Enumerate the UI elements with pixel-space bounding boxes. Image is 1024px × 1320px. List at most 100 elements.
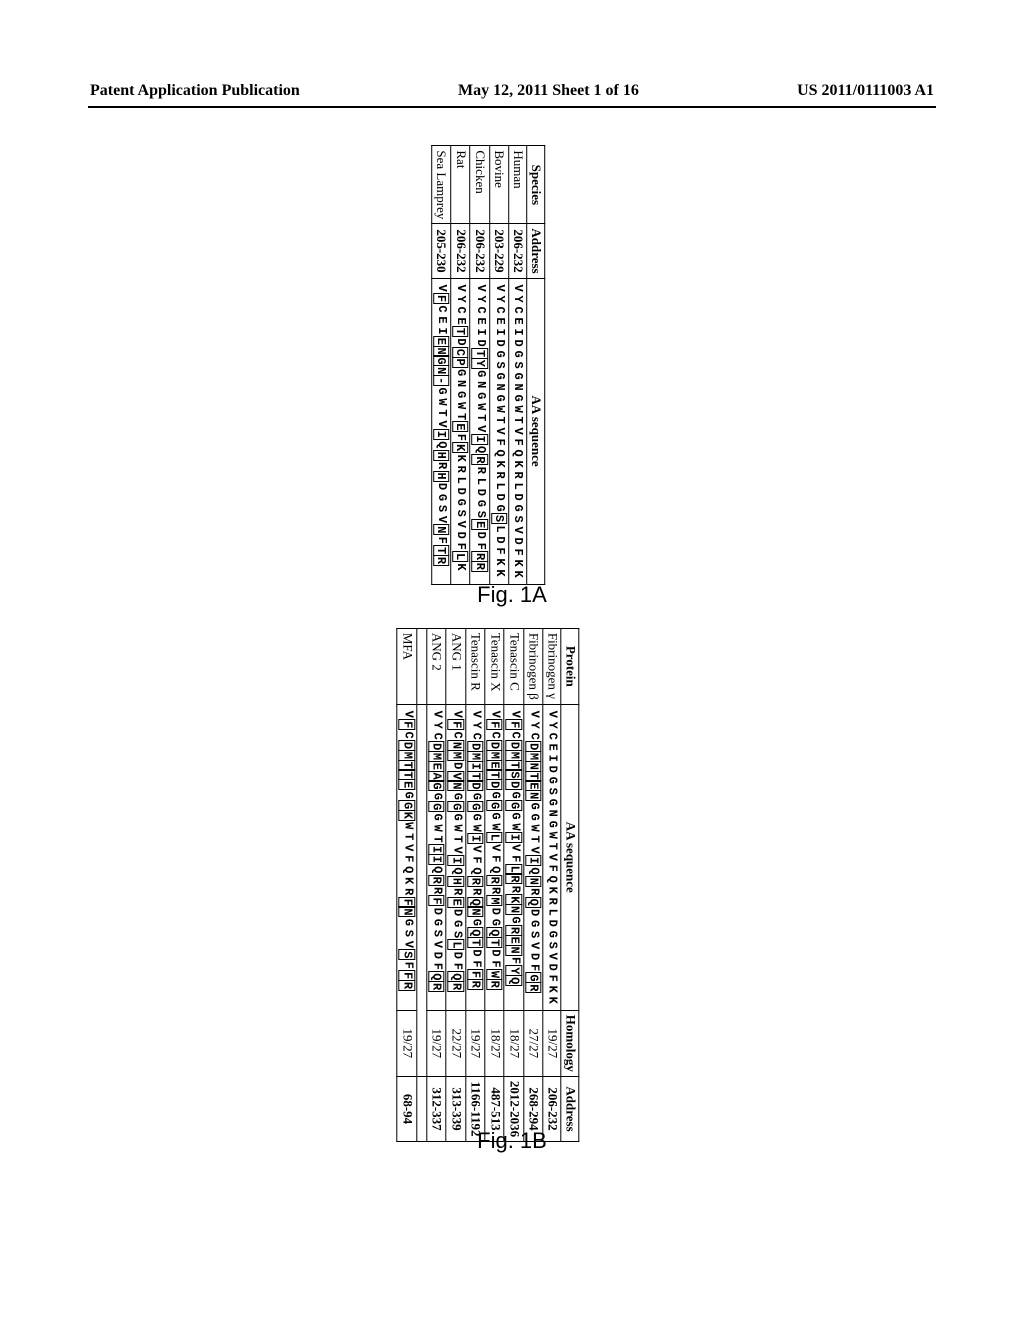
sequence-cell: VYCETDCPGNGWTEFKKRLDGSVDFLK bbox=[451, 278, 470, 584]
aa-residue: V bbox=[428, 939, 444, 950]
aa-residue: S bbox=[433, 503, 449, 514]
aa-residue: D bbox=[433, 481, 449, 492]
col-species: Species bbox=[527, 146, 545, 224]
aa-residue: G bbox=[486, 810, 502, 821]
figure-1a-rotated: Species Address AA sequence Human206-232… bbox=[431, 160, 545, 570]
header-rule bbox=[88, 106, 936, 108]
sequence-cell: VYCDMITDGGGWIVFQRRQNGQTDFFR bbox=[465, 704, 484, 1010]
aa-residue: G bbox=[472, 368, 488, 379]
aa-residue: G bbox=[486, 790, 502, 801]
aa-residue: C bbox=[452, 305, 468, 316]
aa-residue: F bbox=[472, 541, 488, 552]
aa-residue: G bbox=[506, 790, 522, 801]
aa-residue: Q bbox=[491, 448, 507, 459]
aa-residue: I bbox=[472, 434, 488, 445]
aa-residue: D bbox=[452, 486, 468, 497]
aa-sequence: VFCDMTTEGGKWTVFQKRFNGSVSFFR bbox=[399, 709, 415, 1006]
aa-residue: W bbox=[447, 823, 463, 834]
aa-residue: R bbox=[486, 885, 502, 896]
aa-residue: G bbox=[506, 915, 522, 926]
header-right: US 2011/0111003 A1 bbox=[797, 82, 934, 100]
aa-residue: K bbox=[545, 984, 559, 995]
aa-residue: R bbox=[525, 886, 541, 897]
aa-residue: R bbox=[467, 886, 483, 897]
aa-residue: T bbox=[525, 834, 541, 845]
aa-residue: V bbox=[467, 709, 483, 720]
aa-residue: C bbox=[491, 305, 507, 316]
aa-residue: E bbox=[399, 779, 415, 790]
aa-residue: N bbox=[467, 906, 483, 917]
aa-residue: R bbox=[433, 555, 449, 566]
aa-residue: G bbox=[428, 791, 444, 802]
table-row: Tenascin CVFCDMTSDGGGWIVFLRRKNGRENFYQ18/… bbox=[504, 628, 523, 1141]
aa-residue: V bbox=[545, 852, 559, 863]
aa-residue: Q bbox=[525, 865, 541, 876]
aa-residue: F bbox=[491, 437, 507, 448]
table-row: Bovine203-229VYCEIDGSGNGWTVFQKRLDGSLDFKK bbox=[489, 146, 508, 584]
aa-residue: F bbox=[506, 719, 522, 730]
aa-residue: F bbox=[491, 545, 507, 556]
spacer-cell bbox=[417, 1010, 427, 1076]
aa-residue: G bbox=[525, 801, 541, 812]
aa-sequence: VYCDMNTENGGWTVIQNRQDGSVDFGR bbox=[525, 709, 541, 1006]
aa-residue: C bbox=[433, 303, 449, 314]
aa-residue: N bbox=[491, 382, 507, 393]
aa-residue: D bbox=[506, 779, 522, 790]
aa-residue: V bbox=[452, 519, 468, 530]
aa-sequence: VYCEIDGSGNGWTVFQKRLDGSLDFKK bbox=[491, 283, 507, 580]
aa-residue: S bbox=[491, 513, 507, 524]
aa-residue: W bbox=[545, 830, 559, 841]
aa-residue: G bbox=[525, 812, 541, 823]
aa-residue: K bbox=[511, 569, 525, 580]
aa-residue: L bbox=[511, 481, 525, 492]
aa-residue: G bbox=[506, 810, 522, 821]
aa-sequence: VYCETDCPGNGWTEFKKRLDGSVDFLK bbox=[452, 283, 468, 580]
aa-residue: S bbox=[545, 940, 559, 951]
aa-residue: R bbox=[491, 470, 507, 481]
aa-residue: G bbox=[428, 801, 444, 812]
aa-residue: Q bbox=[467, 865, 483, 876]
aa-residue: H bbox=[433, 471, 449, 482]
aa-residue: V bbox=[525, 709, 541, 720]
aa-residue: G bbox=[447, 812, 463, 823]
aa-residue: T bbox=[472, 412, 488, 423]
aa-residue: Y bbox=[511, 294, 525, 305]
aa-residue: V bbox=[433, 283, 449, 294]
aa-residue: C bbox=[472, 305, 488, 316]
aa-residue: D bbox=[511, 536, 525, 547]
aa-residue: L bbox=[486, 832, 502, 843]
table-row: Fibrinogen γVYCEIDGSGNGWTVFQKRLDGSVDFKK1… bbox=[543, 628, 561, 1141]
spacer-cell bbox=[417, 628, 427, 704]
spacer-row bbox=[417, 628, 427, 1141]
aa-residue: S bbox=[491, 360, 507, 371]
aa-residue: Y bbox=[472, 358, 488, 369]
figure-1b-rotated: Protein AA sequence Homology Address Fib… bbox=[397, 656, 580, 1114]
aa-residue: G bbox=[467, 791, 483, 802]
protein-cell: Tenascin R bbox=[465, 628, 484, 704]
aa-residue: D bbox=[447, 760, 463, 771]
aa-residue: G bbox=[447, 791, 463, 802]
aa-residue: R bbox=[506, 884, 522, 895]
aa-residue: G bbox=[511, 349, 525, 360]
species-cell: Rat bbox=[451, 146, 470, 224]
aa-residue: F bbox=[511, 437, 525, 448]
aa-sequence: VYCEIDTYGNGWTVIQRRLDGSEDFRR bbox=[472, 283, 488, 580]
aa-residue: L bbox=[491, 481, 507, 492]
aa-residue: E bbox=[472, 519, 488, 530]
aa-residue: S bbox=[452, 508, 468, 519]
aa-residue: R bbox=[525, 982, 541, 993]
aa-residue: V bbox=[511, 426, 525, 437]
aa-residue: E bbox=[472, 316, 488, 327]
aa-residue: V bbox=[399, 939, 415, 950]
aa-residue: V bbox=[447, 845, 463, 856]
aa-residue: T bbox=[545, 841, 559, 852]
aa-residue: C bbox=[525, 731, 541, 742]
aa-residue: F bbox=[452, 432, 468, 443]
aa-residue: F bbox=[486, 853, 502, 864]
col-address: Address bbox=[527, 224, 545, 278]
aa-residue: T bbox=[433, 408, 449, 419]
aa-residue: K bbox=[399, 810, 415, 821]
aa-residue: R bbox=[486, 875, 502, 886]
aa-residue: G bbox=[486, 917, 502, 928]
aa-residue: N bbox=[452, 378, 468, 389]
